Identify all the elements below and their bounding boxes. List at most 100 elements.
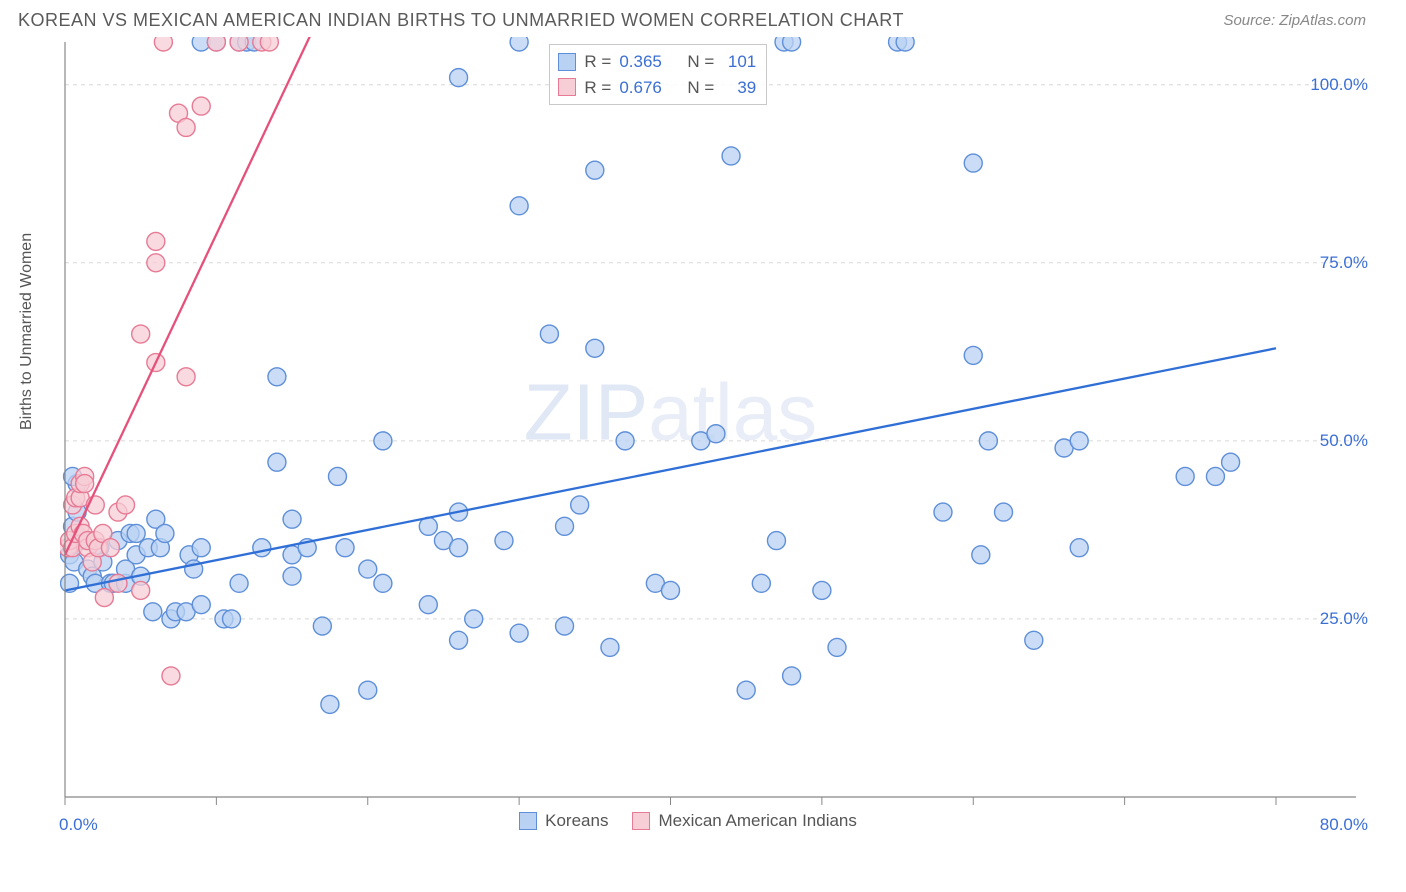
legend-label: Mexican American Indians	[658, 811, 856, 831]
y-tick-label: 50.0%	[1320, 431, 1368, 451]
legend-item: Koreans	[519, 811, 608, 831]
data-point	[556, 617, 574, 635]
data-point	[540, 325, 558, 343]
r-label: R =	[584, 49, 611, 75]
data-point	[571, 496, 589, 514]
data-point	[1206, 467, 1224, 485]
data-point	[995, 503, 1013, 521]
svg-text:ZIPatlas: ZIPatlas	[524, 368, 817, 457]
legend-swatch	[632, 812, 650, 830]
data-point	[450, 631, 468, 649]
scatter-chart: ZIPatlas	[60, 37, 1366, 827]
data-point	[132, 325, 150, 343]
data-point	[586, 339, 604, 357]
data-point	[495, 532, 513, 550]
data-point	[156, 524, 174, 542]
data-point	[268, 368, 286, 386]
data-point	[828, 638, 846, 656]
legend-swatch	[558, 78, 576, 96]
data-point	[601, 638, 619, 656]
data-point	[662, 581, 680, 599]
n-label: N =	[687, 49, 714, 75]
legend-label: Koreans	[545, 811, 608, 831]
data-point	[192, 539, 210, 557]
data-point	[783, 667, 801, 685]
data-point	[979, 432, 997, 450]
data-point	[76, 475, 94, 493]
source-label: Source: ZipAtlas.com	[1223, 12, 1366, 29]
n-value: 101	[722, 49, 756, 75]
stats-row: R = 0.365 N = 101	[558, 49, 756, 75]
data-point	[752, 574, 770, 592]
data-point	[359, 560, 377, 578]
data-point	[510, 197, 528, 215]
data-point	[934, 503, 952, 521]
data-point	[127, 524, 145, 542]
stats-legend: R = 0.365 N = 101 R = 0.676 N = 39	[549, 44, 767, 105]
data-point	[283, 567, 301, 585]
r-value: 0.365	[619, 49, 662, 75]
data-point	[162, 667, 180, 685]
data-point	[1222, 453, 1240, 471]
data-point	[783, 37, 801, 51]
r-value: 0.676	[619, 75, 662, 101]
data-point	[283, 510, 301, 528]
data-point	[964, 346, 982, 364]
data-point	[147, 232, 165, 250]
chart-area: ZIPatlas 25.0%50.0%75.0%100.0%0.0%80.0% …	[60, 37, 1386, 827]
data-point	[737, 681, 755, 699]
legend-swatch	[558, 53, 576, 71]
data-point	[896, 37, 914, 51]
data-point	[1176, 467, 1194, 485]
data-point	[964, 154, 982, 172]
data-point	[230, 574, 248, 592]
data-point	[253, 539, 271, 557]
n-label: N =	[687, 75, 714, 101]
n-value: 39	[722, 75, 756, 101]
data-point	[101, 539, 119, 557]
data-point	[109, 574, 127, 592]
y-tick-label: 100.0%	[1310, 75, 1368, 95]
data-point	[328, 467, 346, 485]
data-point	[154, 37, 172, 51]
data-point	[336, 539, 354, 557]
data-point	[147, 254, 165, 272]
data-point	[767, 532, 785, 550]
data-point	[586, 161, 604, 179]
r-label: R =	[584, 75, 611, 101]
data-point	[722, 147, 740, 165]
data-point	[616, 432, 634, 450]
data-point	[359, 681, 377, 699]
data-point	[192, 97, 210, 115]
data-point	[1070, 539, 1088, 557]
data-point	[223, 610, 241, 628]
data-point	[374, 574, 392, 592]
series-legend: Koreans Mexican American Indians	[519, 811, 857, 831]
chart-title: KOREAN VS MEXICAN AMERICAN INDIAN BIRTHS…	[18, 10, 904, 31]
data-point	[450, 539, 468, 557]
data-point	[177, 368, 195, 386]
header: KOREAN VS MEXICAN AMERICAN INDIAN BIRTHS…	[0, 0, 1406, 37]
data-point	[556, 517, 574, 535]
data-point	[374, 432, 392, 450]
data-point	[177, 118, 195, 136]
x-tick-label: 0.0%	[59, 815, 98, 835]
data-point	[132, 581, 150, 599]
data-point	[313, 617, 331, 635]
data-point	[207, 37, 225, 51]
legend-swatch	[519, 812, 537, 830]
data-point	[510, 37, 528, 51]
data-point	[144, 603, 162, 621]
data-point	[813, 581, 831, 599]
data-point	[972, 546, 990, 564]
data-point	[465, 610, 483, 628]
data-point	[117, 496, 135, 514]
data-point	[419, 596, 437, 614]
data-point	[230, 37, 248, 51]
data-point	[192, 596, 210, 614]
stats-row: R = 0.676 N = 39	[558, 75, 756, 101]
y-axis-label: Births to Unmarried Women	[18, 233, 36, 430]
data-point	[450, 69, 468, 87]
y-tick-label: 75.0%	[1320, 253, 1368, 273]
data-point	[95, 589, 113, 607]
